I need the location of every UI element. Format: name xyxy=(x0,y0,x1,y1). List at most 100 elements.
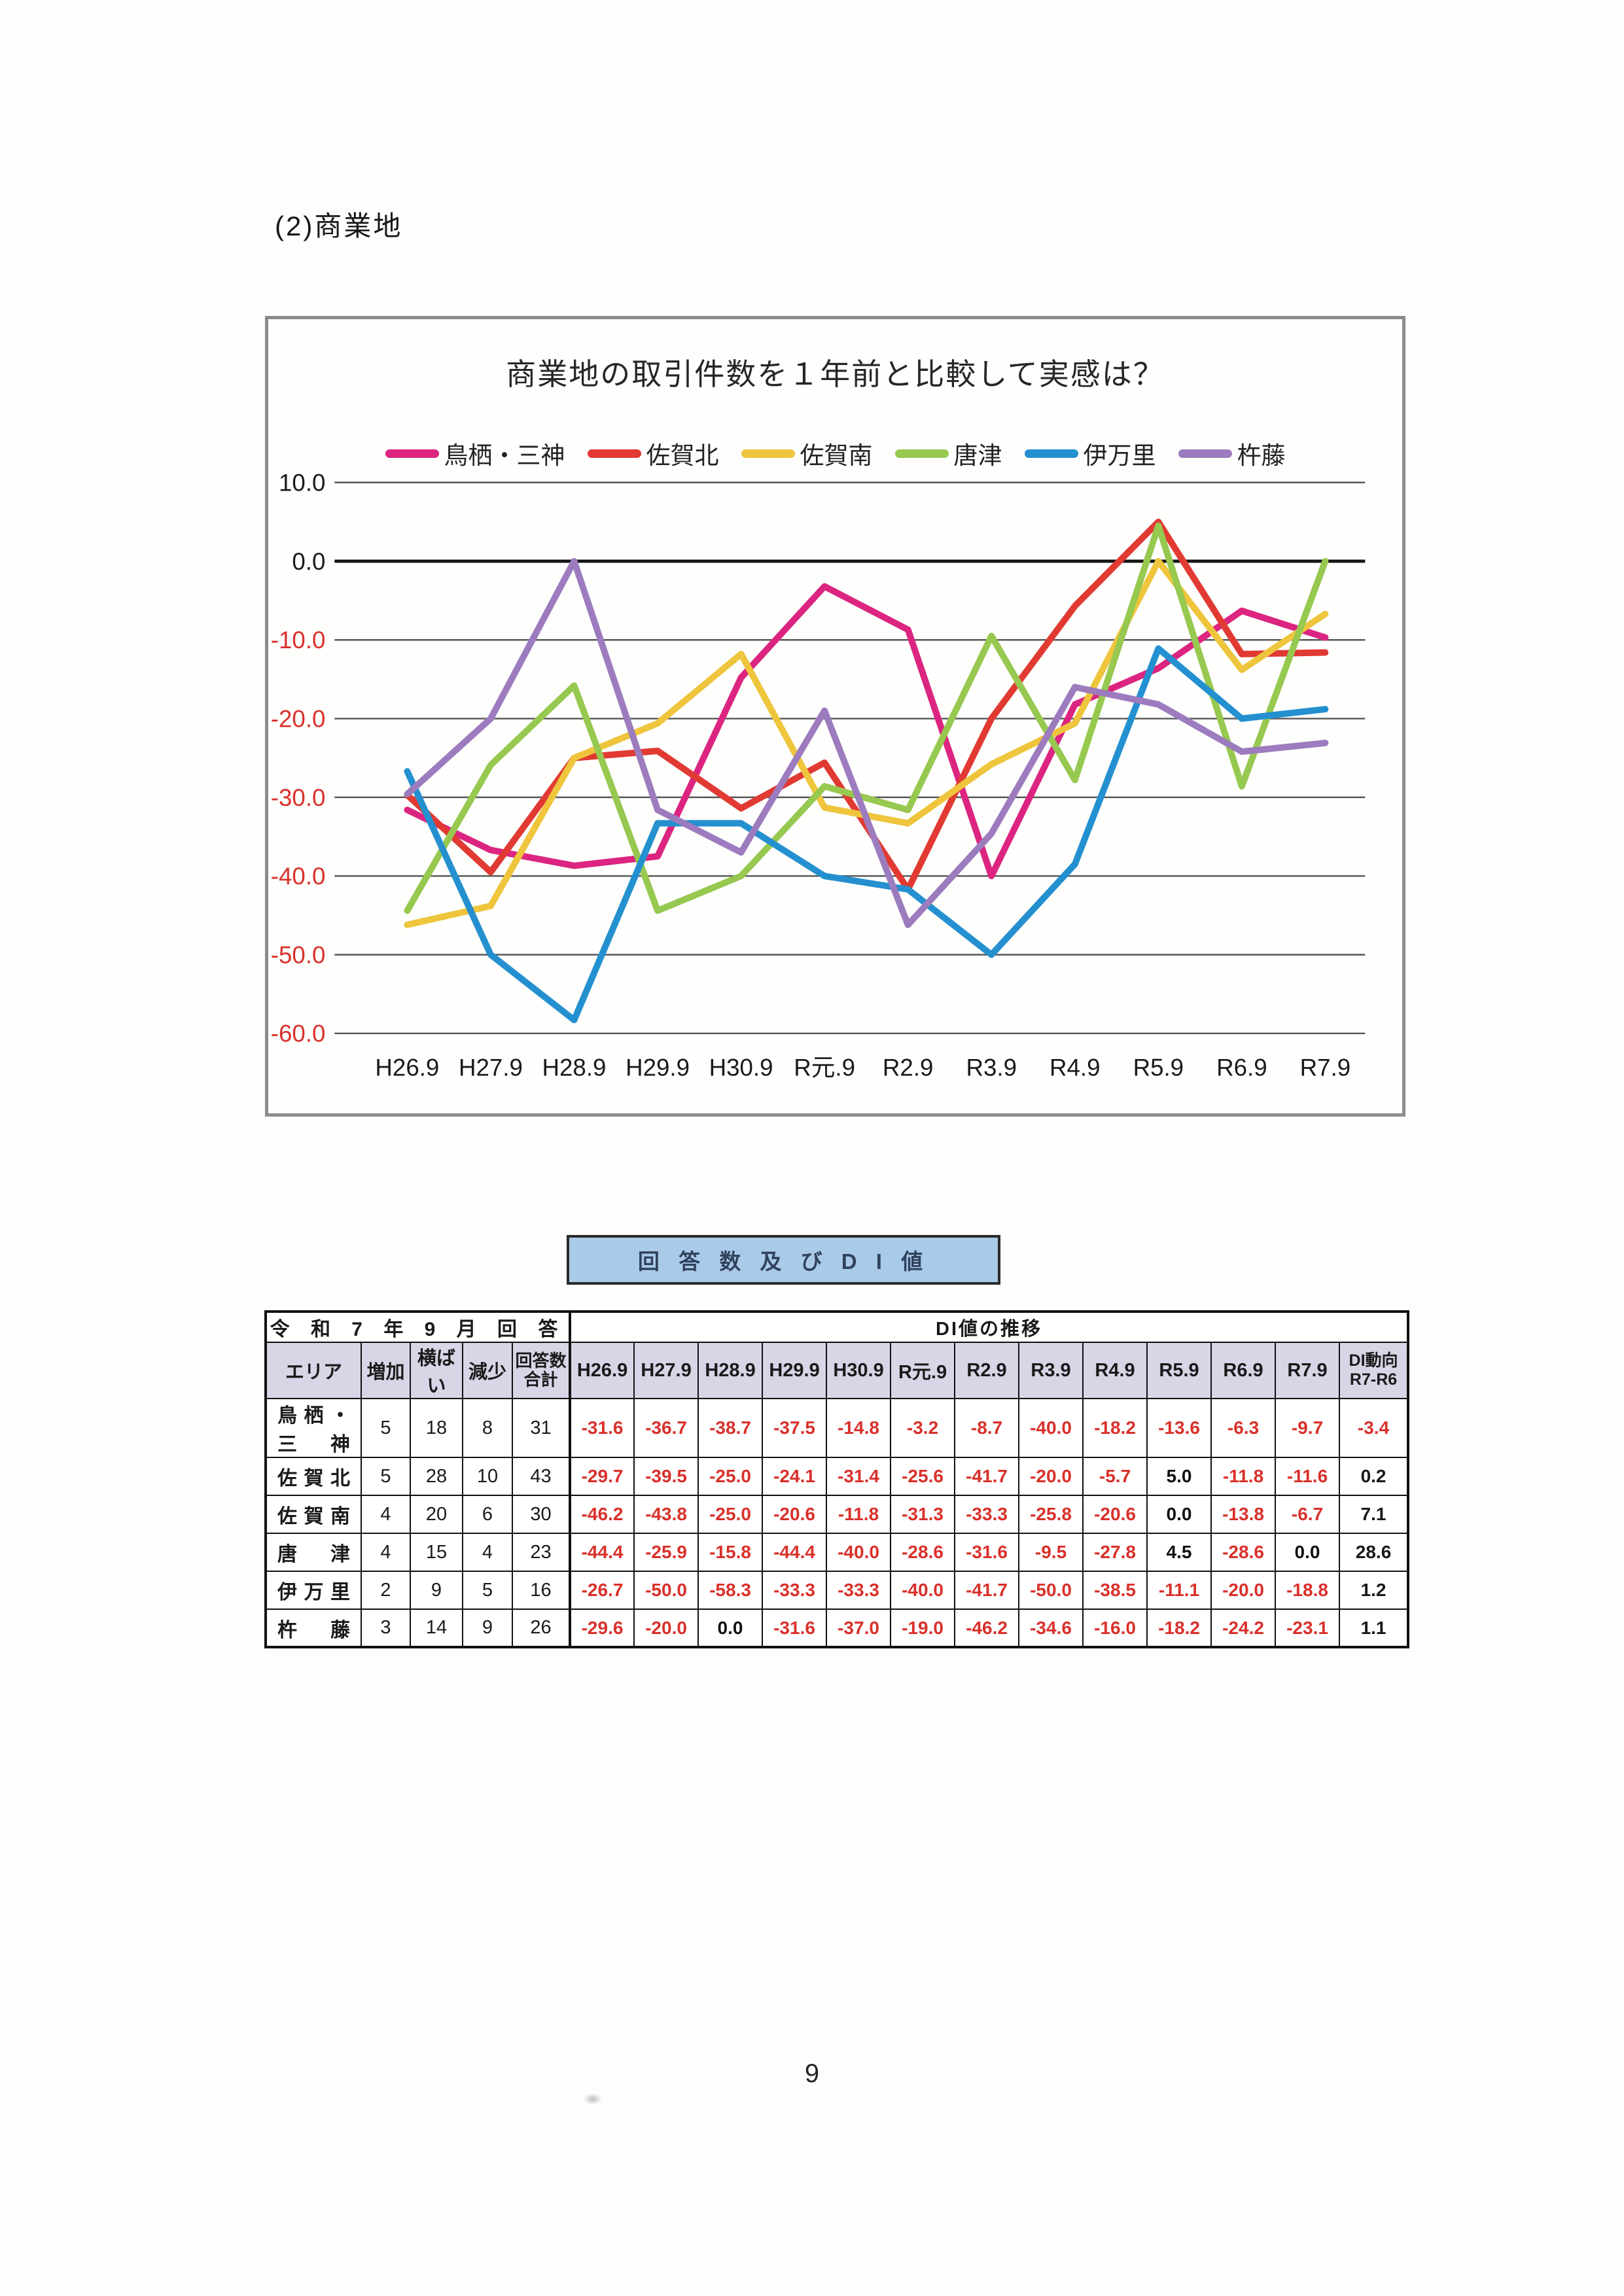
trend-value: 7.1 xyxy=(1339,1495,1409,1534)
col-header-increase: 増加 xyxy=(361,1342,411,1399)
total-count: 23 xyxy=(511,1533,571,1572)
x-axis-tick-label: H29.9 xyxy=(626,1054,690,1081)
di-value: -11.6 xyxy=(1275,1457,1341,1496)
x-axis-tick-label: H28.9 xyxy=(542,1054,607,1081)
col-header-area: エリア xyxy=(265,1342,362,1399)
x-axis-tick-label: R3.9 xyxy=(966,1054,1017,1081)
table-row: 唐津 4 15 4 23 -44.4 -25.9 -15.8 -44.4 -40.0 -28.6 -3… xyxy=(265,1533,1409,1572)
table-group-header-row: 令 和 7 年 9 月 回 答 DI値の推移 xyxy=(264,1311,1409,1343)
area-label: 鳥栖・三神 xyxy=(265,1398,362,1458)
page-number: 9 xyxy=(804,2059,820,2088)
di-value: -25.9 xyxy=(633,1533,699,1572)
di-value: -13.8 xyxy=(1210,1495,1277,1534)
di-value: -43.8 xyxy=(633,1495,699,1534)
di-value: -28.6 xyxy=(890,1533,956,1572)
di-value: -11.1 xyxy=(1146,1571,1212,1610)
trend-value: 1.2 xyxy=(1339,1571,1409,1610)
y-axis-tick-label: -20.0 xyxy=(271,705,326,732)
col-header-di-H30.9: H30.9 xyxy=(826,1342,892,1399)
table-row: 佐賀南 4 20 6 30 -46.2 -43.8 -25.0 -20.6 -11.8 -31.3-… xyxy=(265,1495,1409,1534)
di-value: -37.5 xyxy=(762,1398,828,1458)
di-value: -11.8 xyxy=(1210,1457,1277,1496)
increase-count: 4 xyxy=(361,1495,411,1534)
di-value: -25.0 xyxy=(697,1495,764,1534)
legend-item: 佐賀南 xyxy=(741,436,873,471)
x-axis-tick-label: R6.9 xyxy=(1216,1054,1267,1081)
legend-swatch xyxy=(587,449,641,458)
chart-title: 商業地の取引件数を１年前と比較して実感は？ xyxy=(506,357,1165,391)
di-value: -33.3 xyxy=(762,1571,828,1610)
di-value: -6.3 xyxy=(1210,1398,1277,1458)
flat-count: 15 xyxy=(410,1533,463,1572)
di-value: -50.0 xyxy=(1018,1571,1084,1610)
col-header-di-R元.9: R元.9 xyxy=(890,1342,956,1399)
table-banner-label: 回 答 数 及 び D I 値 xyxy=(637,1249,930,1274)
di-value: -18.8 xyxy=(1275,1571,1341,1610)
decrease-count: 4 xyxy=(462,1533,513,1572)
di-value: -31.4 xyxy=(826,1457,892,1496)
col-header-di-R2.9: R2.9 xyxy=(954,1342,1020,1399)
legend-swatch xyxy=(894,449,949,458)
di-value: -9.5 xyxy=(1018,1533,1084,1572)
di-value: 0.0 xyxy=(1146,1495,1212,1534)
col-header-flat: 横ばい xyxy=(410,1342,463,1399)
col-header-di-R4.9: R4.9 xyxy=(1082,1342,1148,1399)
series-line-鳥栖・三神 xyxy=(404,583,1329,880)
di-value: -46.2 xyxy=(569,1495,635,1534)
y-axis-tick-label: -30.0 xyxy=(271,784,326,811)
di-value: -38.5 xyxy=(1082,1571,1148,1610)
table-row: 鳥栖・三神 5 18 8 31 -31.6 -36.7 -38.7 -37.5 -14.8 -3.2… xyxy=(265,1398,1409,1458)
di-value: -29.6 xyxy=(569,1609,635,1648)
di-value: -13.6 xyxy=(1146,1398,1212,1458)
y-axis-tick-label: 10.0 xyxy=(279,470,325,496)
di-value: -58.3 xyxy=(697,1571,764,1610)
di-value: -40.0 xyxy=(1018,1398,1084,1458)
y-axis-tick-label: -50.0 xyxy=(271,941,326,968)
chart-legend: 鳥栖・三神 佐賀北 佐賀南 唐津 伊万里 杵藤 xyxy=(268,436,1402,471)
legend-label: 佐賀北 xyxy=(646,442,719,469)
col-header-di-H27.9: H27.9 xyxy=(633,1342,699,1399)
trend-value: 1.1 xyxy=(1339,1609,1409,1648)
di-value: 0.0 xyxy=(697,1609,764,1648)
total-count: 30 xyxy=(511,1495,571,1534)
di-value: -6.7 xyxy=(1275,1495,1341,1534)
x-axis-tick-label: R元.9 xyxy=(794,1054,855,1081)
di-value: -34.6 xyxy=(1018,1609,1084,1648)
legend-item: 唐津 xyxy=(894,436,1002,471)
col-header-di-R3.9: R3.9 xyxy=(1018,1342,1084,1399)
di-value: -41.7 xyxy=(954,1571,1020,1610)
y-axis-tick-label: 0.0 xyxy=(292,548,325,575)
x-axis-tick-label: R7.9 xyxy=(1300,1054,1351,1081)
di-value: -3.2 xyxy=(890,1398,956,1458)
table-banner: 回 答 数 及 び D I 値 xyxy=(567,1235,1000,1285)
line-chart: 10.0 0.0 -10.0 -20.0 -30.0 -40.0 -50.0 -60.0 H26… xyxy=(271,470,1366,1081)
flat-count: 28 xyxy=(410,1457,463,1496)
area-label: 伊万里 xyxy=(265,1571,362,1610)
di-value: -20.0 xyxy=(1210,1571,1277,1610)
di-value: -20.0 xyxy=(633,1609,699,1648)
di-value: -20.6 xyxy=(1082,1495,1148,1534)
section-title: (2)商業地 xyxy=(275,211,403,241)
series-line-佐賀北 xyxy=(404,518,1329,893)
di-value: -29.7 xyxy=(569,1457,635,1496)
di-value: -38.7 xyxy=(697,1398,764,1458)
di-value: -18.2 xyxy=(1146,1609,1212,1648)
di-value: -19.0 xyxy=(890,1609,956,1648)
di-value: -25.6 xyxy=(890,1457,956,1496)
x-axis-tick-label: H27.9 xyxy=(459,1054,523,1081)
di-value: -44.4 xyxy=(762,1533,828,1572)
di-value: -23.1 xyxy=(1275,1609,1341,1648)
di-value: -9.7 xyxy=(1275,1398,1341,1458)
di-value: -25.0 xyxy=(697,1457,764,1496)
di-value: -39.5 xyxy=(633,1457,699,1496)
decrease-count: 5 xyxy=(462,1571,513,1610)
y-axis-tick-label: -40.0 xyxy=(271,863,326,890)
legend-label: 唐津 xyxy=(953,442,1002,469)
legend-label: 伊万里 xyxy=(1083,442,1156,469)
x-axis-tick-label: R2.9 xyxy=(883,1054,934,1081)
table-column-header-row: エリア 増加 横ばい 減少 回答数 合計 H26.9 H27.9 H28.9 H29.9… xyxy=(265,1342,1409,1399)
total-count: 26 xyxy=(511,1609,571,1648)
series-line-唐津 xyxy=(404,522,1329,914)
x-axis-tick-label: R5.9 xyxy=(1133,1054,1184,1081)
